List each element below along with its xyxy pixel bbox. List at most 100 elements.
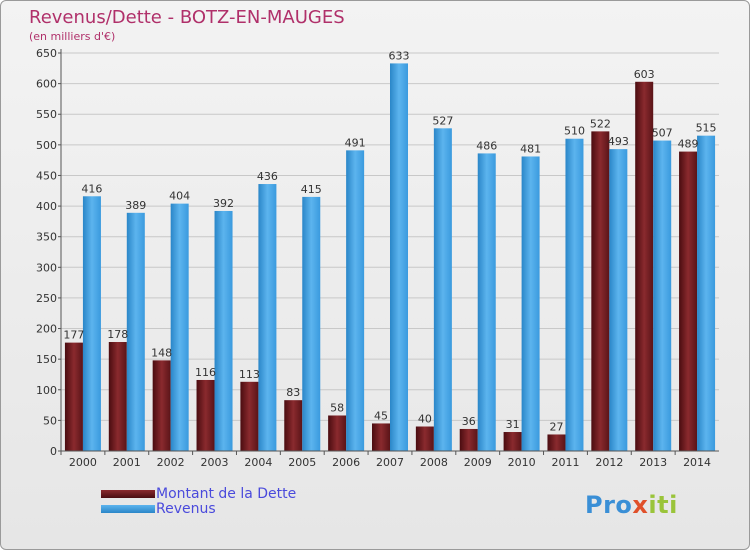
chart-title: Revenus/Dette - BOTZ-EN-MAUGES [29,7,345,28]
bar-revenus [697,135,716,451]
legend-label-dette: Montant de la Dette [156,486,297,502]
bar-dette [328,415,347,451]
x-tick-label: 2010 [508,456,536,469]
bar-dette [679,151,698,451]
y-tick-label: 250 [36,292,57,305]
data-label-revenus: 415 [301,183,322,196]
x-tick-label: 2008 [420,456,448,469]
data-label-dette: 45 [374,409,388,422]
data-label-dette: 36 [462,415,476,428]
chart-subtitle: (en milliers d'€) [29,30,116,43]
bar-dette [547,434,566,451]
y-tick-label: 450 [36,169,57,182]
bar-revenus [609,149,628,451]
bar-dette [415,426,434,451]
bar-revenus [346,150,365,451]
logo-part-x: x [632,491,649,519]
legend-swatch-dette [101,490,155,498]
bar-revenus [82,196,101,451]
bar-revenus [565,138,584,451]
data-label-dette: 178 [107,328,128,341]
axes: 0 50 100 150 200 250 300 350 400 450 500 550 600 650 2… [36,47,719,469]
x-tick-label: 2014 [683,456,711,469]
data-label-dette: 148 [151,346,172,359]
bar-revenus [126,212,145,451]
logo-part-2: iti [648,491,678,519]
bar-revenus [258,184,277,451]
bars [64,63,716,452]
data-label-revenus: 491 [345,136,366,149]
data-label-dette: 177 [63,329,84,342]
data-labels: 177 416 178 389 148 404 116 392 113 436 83 415 58 491… [63,49,716,433]
data-label-revenus: 416 [81,182,102,195]
y-tick-label: 500 [36,139,57,152]
bar-dette [64,342,83,451]
x-tick-label: 2006 [332,456,360,469]
data-label-dette: 113 [239,368,260,381]
data-label-dette: 489 [678,138,699,151]
x-tick-label: 2003 [201,456,229,469]
bar-revenus [214,210,233,451]
data-label-revenus: 633 [389,49,410,62]
legend-label-revenus: Revenus [156,501,216,517]
bar-revenus [521,156,540,452]
bar-dette [196,379,215,451]
bar-dette [152,360,171,451]
data-label-revenus: 510 [564,125,585,138]
y-tick-label: 50 [43,414,57,427]
data-label-revenus: 481 [520,142,541,155]
bar-dette [108,342,127,451]
bar-dette [503,432,522,451]
data-label-dette: 31 [506,418,520,431]
x-tick-label: 2013 [639,456,667,469]
data-label-dette: 27 [549,420,563,433]
data-label-dette: 58 [330,401,344,414]
data-label-revenus: 392 [213,197,234,210]
x-tick-label: 2004 [244,456,272,469]
bar-dette [284,400,303,451]
y-tick-label: 150 [36,353,57,366]
logo-part-1: Pro [585,491,633,519]
legend-swatch-revenus [101,505,155,513]
data-label-dette: 116 [195,366,216,379]
bar-revenus [477,153,496,451]
y-tick-label: 200 [36,323,57,336]
x-tick-label: 2001 [113,456,141,469]
bar-dette [591,131,610,452]
data-label-revenus: 515 [696,122,717,135]
data-label-revenus: 436 [257,170,278,183]
y-tick-label: 100 [36,384,57,397]
bar-revenus [433,128,452,451]
data-label-revenus: 486 [476,139,497,152]
data-label-revenus: 507 [652,127,673,140]
x-tick-label: 2000 [69,456,97,469]
x-tick-label: 2011 [551,456,579,469]
bar-dette [635,81,654,451]
bar-revenus [390,63,408,451]
bar-revenus [170,203,189,451]
y-tick-label: 400 [36,200,57,213]
data-label-dette: 83 [286,386,300,399]
bar-dette [240,381,259,451]
bar-revenus [302,196,321,451]
y-tick-label: 350 [36,231,57,244]
y-tick-label: 300 [36,261,57,274]
data-label-dette: 40 [418,413,432,426]
bar-revenus [653,140,672,451]
x-tick-label: 2012 [595,456,623,469]
y-tick-label: 650 [36,47,57,60]
bar-dette [459,428,478,451]
x-tick-label: 2005 [288,456,316,469]
y-tick-label: 0 [50,445,57,458]
y-tick-label: 600 [36,78,57,91]
bar-dette [372,423,390,451]
data-label-revenus: 404 [169,190,190,203]
data-label-dette: 603 [634,68,655,81]
x-tick-label: 2007 [376,456,404,469]
data-label-revenus: 527 [432,114,453,127]
data-label-revenus: 493 [608,135,629,148]
data-label-revenus: 389 [125,199,146,212]
y-tick-label: 550 [36,108,57,121]
